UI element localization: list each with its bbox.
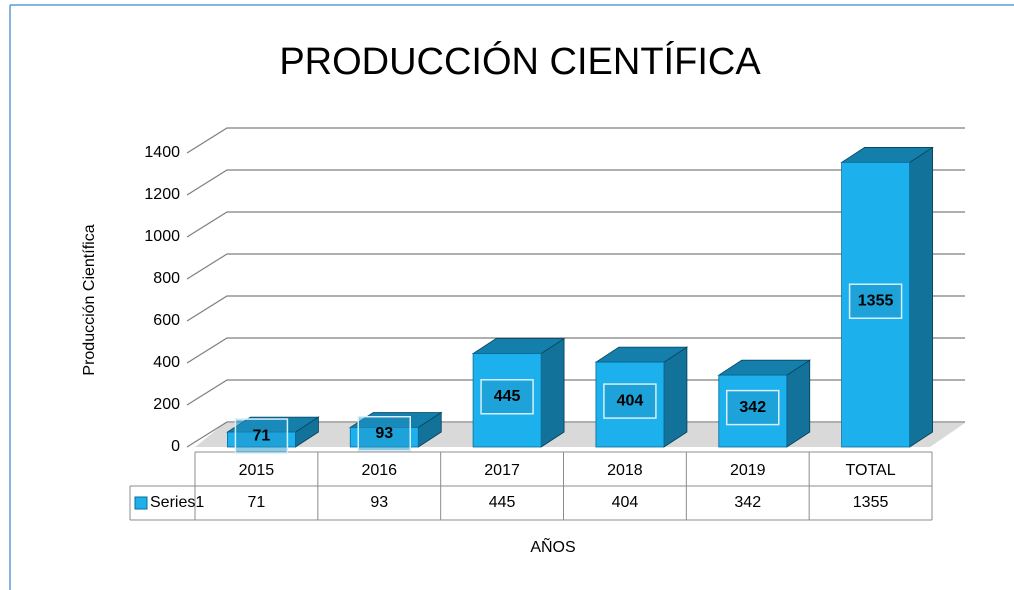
data-label: 71 bbox=[253, 427, 271, 444]
y-tick-label: 1200 bbox=[144, 186, 180, 203]
x-tick-label: 2015 bbox=[239, 462, 275, 479]
table-value: 445 bbox=[489, 494, 516, 511]
table-value: 1355 bbox=[853, 494, 889, 511]
grid-line bbox=[186, 169, 965, 196]
table-value: 342 bbox=[734, 494, 761, 511]
data-label: 445 bbox=[494, 388, 521, 405]
x-axis-title: AÑOS bbox=[530, 536, 575, 556]
y-axis-title: Producción Científica bbox=[81, 224, 98, 375]
chart-title: PRODUCCIÓN CIENTÍFICA bbox=[279, 40, 761, 83]
data-label: 404 bbox=[617, 392, 644, 409]
y-tick-label: 1000 bbox=[144, 228, 180, 245]
x-tick-label: 2019 bbox=[730, 462, 766, 479]
x-tick-label: 2017 bbox=[484, 462, 520, 479]
x-tick-label: 2018 bbox=[607, 462, 643, 479]
data-label-box bbox=[726, 389, 780, 426]
table-value: 404 bbox=[612, 494, 639, 511]
bar-side bbox=[663, 346, 688, 448]
y-tick-label: 200 bbox=[153, 396, 180, 413]
grid-line bbox=[186, 253, 965, 280]
data-label-box bbox=[603, 383, 657, 419]
data-label: 1355 bbox=[858, 292, 894, 309]
table-value: 93 bbox=[370, 494, 388, 511]
x-tick-label: 2016 bbox=[361, 462, 397, 479]
legend-key bbox=[134, 496, 148, 510]
grid-line bbox=[186, 295, 965, 322]
bar-side bbox=[540, 337, 565, 448]
x-tick-label: TOTAL bbox=[846, 462, 896, 479]
data-label-box bbox=[848, 283, 903, 319]
bar-side bbox=[909, 146, 933, 448]
data-label-box bbox=[357, 415, 411, 452]
grid-line bbox=[186, 337, 965, 364]
data-label: 93 bbox=[375, 425, 393, 442]
grid-line bbox=[186, 127, 965, 154]
data-label: 342 bbox=[739, 399, 766, 416]
y-tick-label: 600 bbox=[153, 312, 180, 329]
data-label-box bbox=[480, 379, 534, 415]
y-tick-label: 0 bbox=[171, 438, 180, 455]
data-label-box bbox=[234, 418, 289, 454]
y-tick-label: 800 bbox=[153, 270, 180, 287]
legend-label: Series1 bbox=[150, 494, 204, 511]
table-value: 71 bbox=[248, 494, 266, 511]
y-tick-label: 1400 bbox=[144, 144, 180, 161]
y-tick-label: 400 bbox=[153, 354, 180, 371]
grid-line bbox=[186, 211, 965, 238]
